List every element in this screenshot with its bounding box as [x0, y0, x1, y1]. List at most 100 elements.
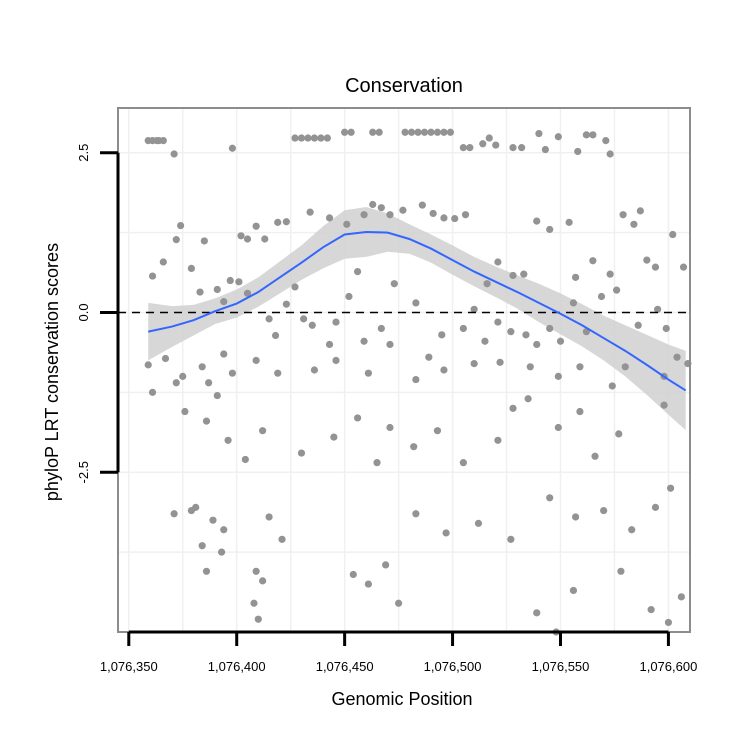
data-point — [554, 133, 562, 141]
data-point — [569, 299, 578, 307]
y-tick-label: 2.5 — [76, 144, 91, 162]
data-point — [440, 214, 448, 222]
data-point — [442, 529, 450, 537]
data-point — [386, 340, 394, 349]
data-point — [433, 427, 442, 435]
data-point — [429, 209, 437, 218]
data-point — [617, 567, 625, 575]
y-tick-label: -2.5 — [76, 461, 91, 483]
data-point — [606, 270, 614, 278]
data-point — [325, 340, 334, 349]
data-point — [390, 280, 398, 288]
data-point — [412, 375, 420, 384]
data-point — [666, 484, 675, 492]
data-point — [228, 369, 236, 377]
data-point — [615, 430, 623, 438]
data-point — [494, 436, 502, 444]
data-point — [554, 372, 562, 380]
data-point — [323, 134, 331, 142]
x-tick-label: 1,076,450 — [316, 659, 374, 674]
chart-title: Conservation — [345, 75, 463, 97]
data-point — [261, 235, 269, 243]
data-point — [628, 526, 636, 534]
data-point — [546, 324, 554, 333]
data-point — [179, 372, 187, 380]
data-point — [492, 141, 500, 149]
data-point — [589, 131, 597, 139]
data-point — [533, 340, 541, 349]
y-axis-title: phyloP LRT conservation scores — [42, 243, 62, 501]
data-point — [349, 570, 357, 579]
grid-lines — [118, 108, 690, 632]
data-point — [310, 366, 319, 374]
data-point — [360, 337, 368, 345]
data-point — [317, 134, 325, 142]
y-tick-label: 0.0 — [76, 303, 91, 321]
data-point — [446, 128, 455, 136]
data-point — [574, 147, 582, 156]
data-point — [181, 407, 189, 416]
data-point — [373, 459, 381, 467]
data-point — [647, 606, 655, 614]
data-point — [332, 356, 340, 365]
data-point — [209, 516, 217, 524]
data-point — [369, 200, 377, 209]
data-point — [470, 360, 478, 368]
data-point — [606, 150, 614, 158]
data-point — [330, 433, 338, 441]
data-point — [332, 318, 340, 326]
x-tick-label: 1,076,350 — [100, 659, 158, 674]
data-point — [494, 258, 502, 266]
data-point — [228, 144, 236, 152]
data-point — [572, 513, 580, 521]
data-point — [343, 220, 351, 228]
data-point — [170, 150, 178, 158]
data-point — [159, 258, 167, 266]
data-point — [353, 267, 362, 276]
data-point — [509, 144, 517, 152]
data-point — [254, 615, 262, 623]
data-point — [364, 580, 372, 588]
data-point — [274, 369, 282, 377]
data-point — [621, 363, 629, 371]
data-point — [630, 220, 638, 228]
data-point — [636, 207, 644, 215]
data-point — [202, 417, 211, 425]
data-point — [218, 548, 226, 556]
data-point — [148, 272, 157, 280]
data-point — [278, 535, 286, 543]
data-point — [541, 145, 549, 154]
data-point — [634, 321, 642, 329]
data-point — [524, 395, 532, 403]
data-point — [507, 535, 515, 543]
data-point — [375, 128, 383, 136]
data-point — [418, 201, 426, 209]
data-point — [176, 221, 185, 230]
x-axis-title: Genomic Position — [331, 689, 472, 709]
data-point — [291, 283, 299, 291]
data-point — [144, 361, 152, 369]
data-point — [386, 211, 394, 219]
data-point — [259, 427, 267, 435]
data-point — [259, 577, 267, 585]
data-points — [144, 128, 692, 636]
data-point — [613, 286, 621, 294]
data-point — [252, 567, 260, 575]
data-point — [576, 407, 584, 416]
data-point — [600, 506, 608, 515]
data-point — [291, 134, 299, 142]
data-point — [597, 292, 606, 301]
data-point — [243, 235, 252, 243]
data-point — [306, 208, 314, 216]
data-point — [224, 436, 232, 444]
data-point — [395, 599, 403, 607]
data-point — [669, 230, 677, 239]
data-point — [252, 222, 260, 230]
data-point — [451, 214, 459, 223]
data-point — [572, 273, 580, 281]
confidence-band — [148, 207, 686, 431]
data-point — [353, 414, 362, 422]
data-point — [237, 232, 245, 240]
data-point — [412, 299, 420, 307]
